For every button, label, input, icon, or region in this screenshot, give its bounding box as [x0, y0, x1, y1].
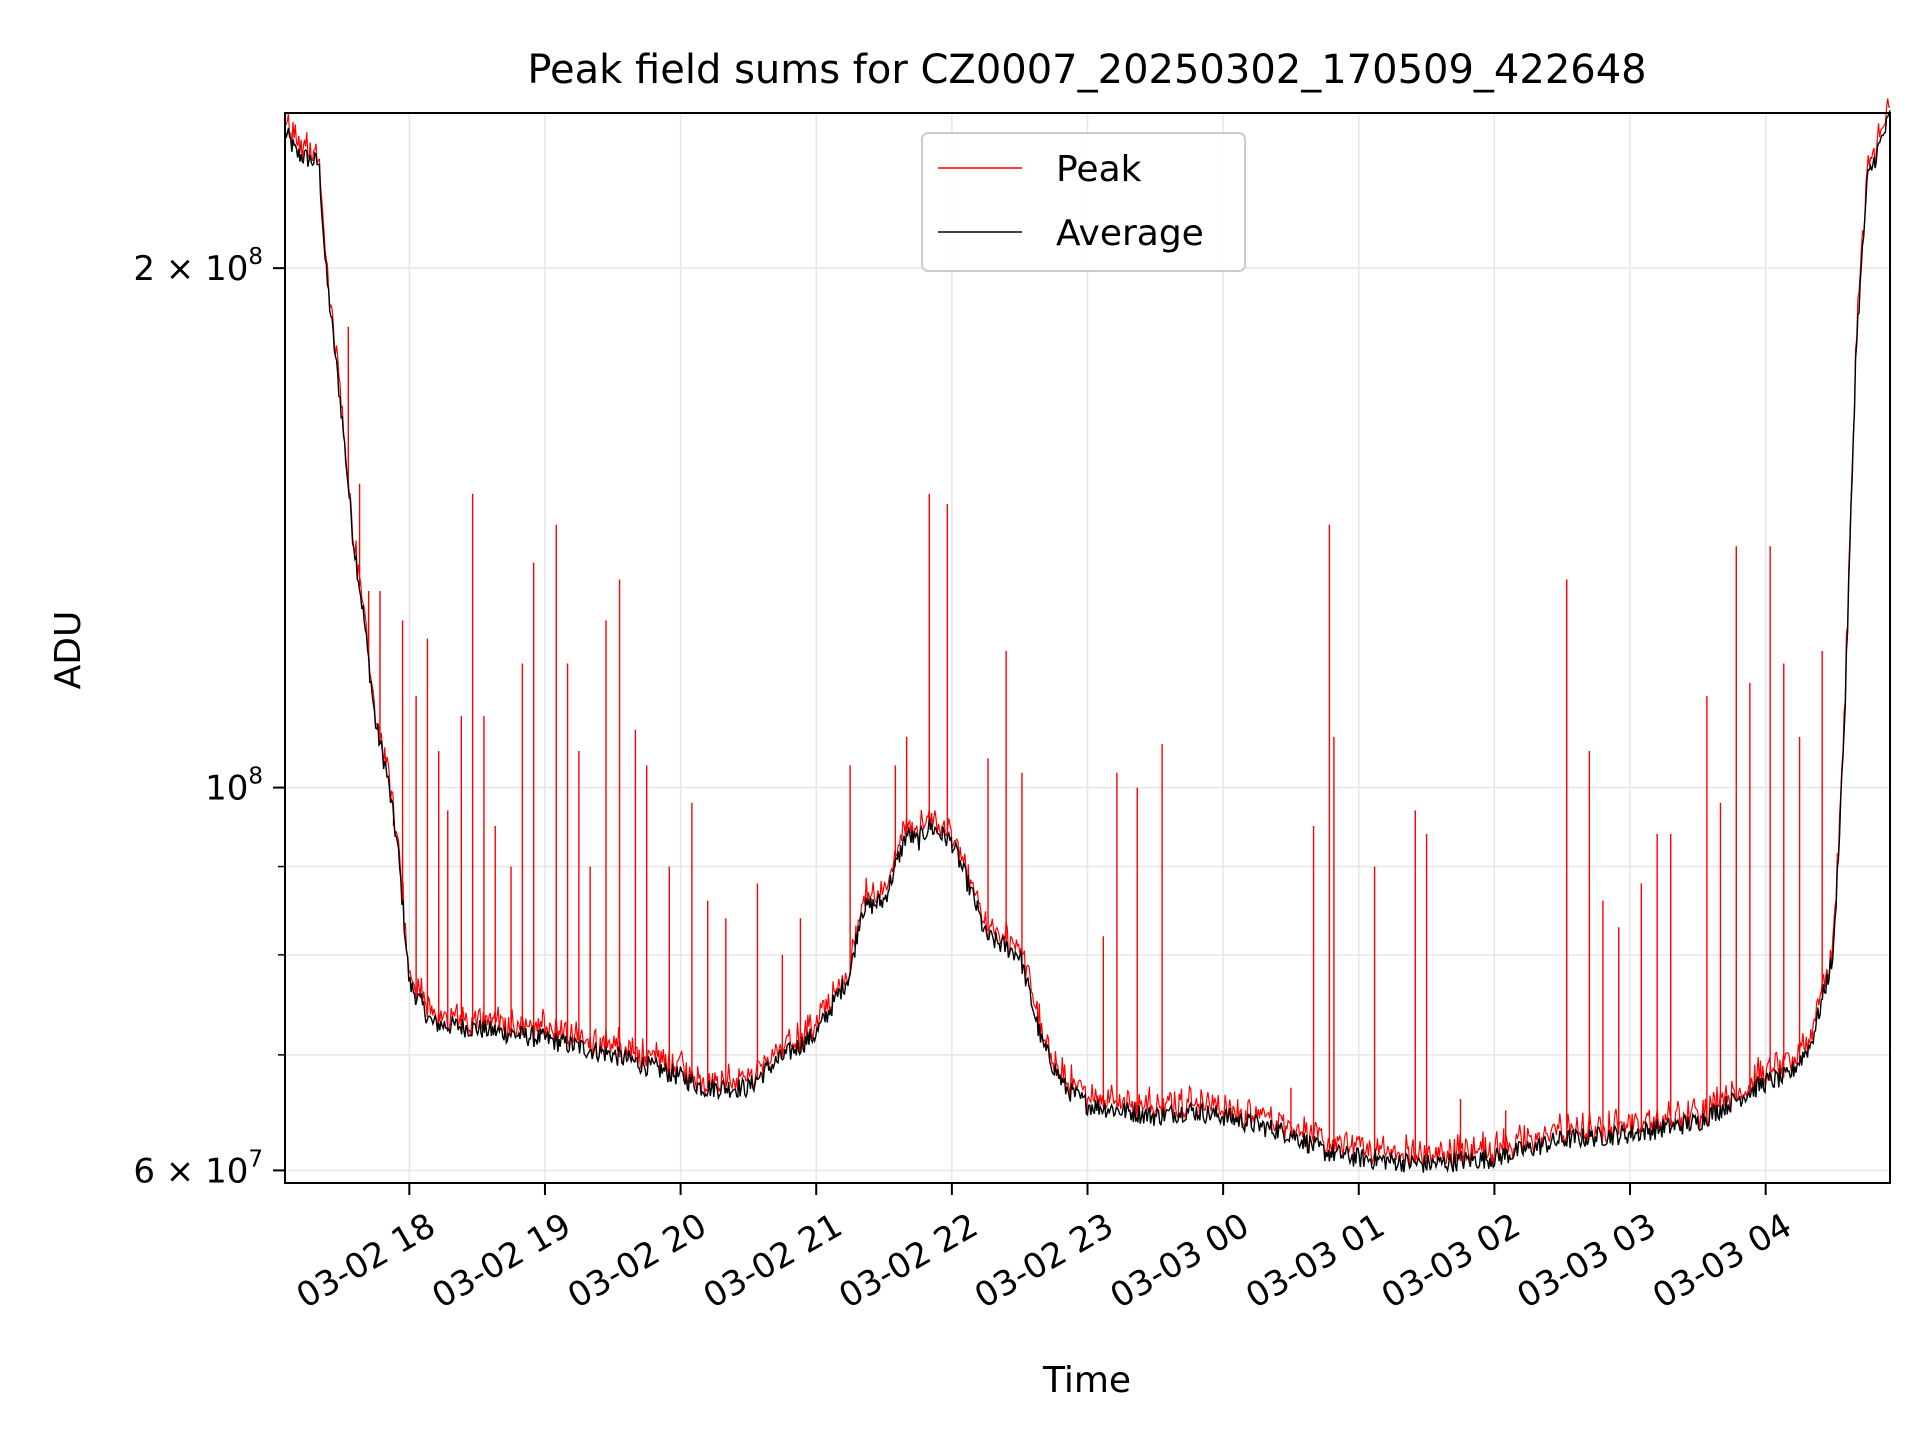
y-axis-label: ADU	[48, 611, 89, 690]
y-tick-label-base: 6 × 10	[133, 1151, 248, 1191]
x-tick-label: 03-02 20	[561, 1206, 713, 1317]
y-tick-label: 2 × 108	[133, 244, 263, 289]
legend-average-label: Average	[1056, 213, 1204, 254]
y-tick-label-base: 2 × 10	[133, 249, 248, 289]
x-tick-label: 03-02 21	[697, 1206, 849, 1317]
y-tick-label-exponent: 7	[248, 1146, 263, 1172]
plot-series	[284, 98, 1891, 1174]
y-tick-label-exponent: 8	[248, 244, 263, 270]
x-tick-label: 03-02 19	[425, 1206, 577, 1317]
x-tick-label: 03-03 01	[1239, 1206, 1391, 1317]
x-tick-label: 03-03 02	[1375, 1206, 1527, 1317]
y-tick-label-base: 10	[205, 769, 248, 809]
x-tick-label: 03-03 03	[1511, 1206, 1663, 1317]
y-tick-label-exponent: 8	[248, 764, 263, 790]
legend-peak-label: Peak	[1056, 149, 1142, 190]
chart-title: Peak field sums for CZ0007_20250302_1705…	[527, 47, 1646, 93]
x-tick-label: 03-02 23	[968, 1206, 1120, 1317]
x-tick-label: 03-03 04	[1646, 1206, 1798, 1317]
x-tick-label: 03-03 00	[1104, 1206, 1256, 1317]
legend: Peak Average	[921, 132, 1246, 272]
y-tick-label: 108	[205, 764, 263, 809]
x-axis-label: Time	[1042, 1360, 1131, 1401]
series-average-line	[284, 110, 1891, 1174]
x-tick-label: 03-02 22	[832, 1206, 984, 1317]
y-tick-label: 6 × 107	[133, 1146, 263, 1191]
x-tick-label: 03-02 18	[290, 1206, 442, 1317]
